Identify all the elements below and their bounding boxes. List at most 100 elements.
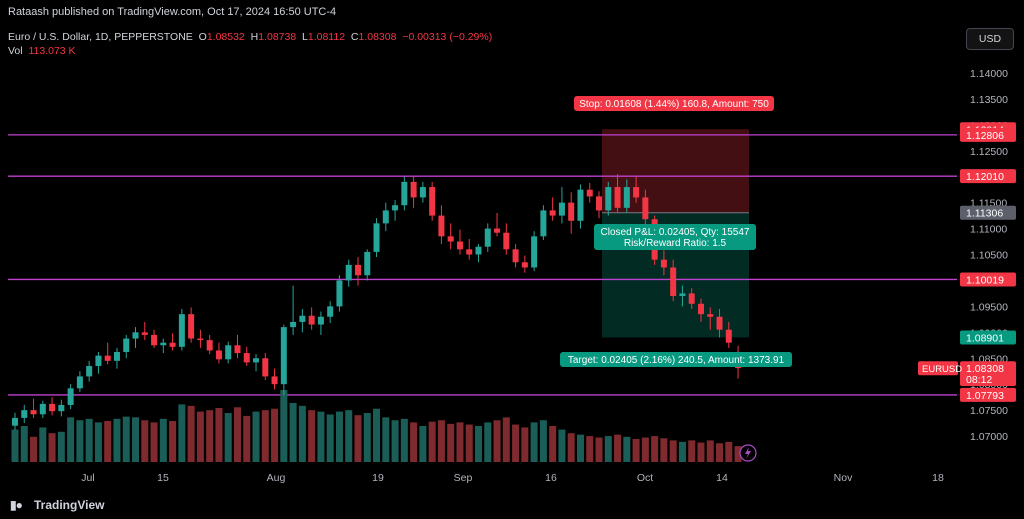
lightning-icon	[745, 447, 751, 459]
candle-body	[438, 215, 445, 237]
volume-bar	[280, 390, 288, 462]
price-tag-bg	[960, 330, 1016, 345]
footer: ▮● TradingView	[0, 491, 1024, 519]
volume-bar	[243, 415, 251, 462]
volume-bar	[373, 408, 381, 462]
volume-bar	[159, 418, 167, 462]
candle-body	[271, 376, 278, 385]
top-bar: Rataash published on TradingView.com, Oc…	[0, 0, 1024, 24]
volume-bar	[261, 410, 269, 462]
volume-bar	[400, 418, 408, 462]
x-tick-label: 16	[545, 472, 557, 484]
candle-body	[197, 338, 204, 341]
volume-bar	[549, 426, 557, 462]
volume-bar	[271, 408, 279, 462]
currency-button[interactable]: USD	[966, 28, 1014, 50]
price-chart[interactable]: 1.140001.135001.130001.125001.120001.115…	[0, 0, 1024, 491]
candle-body	[169, 342, 176, 347]
symbol-name[interactable]: Euro / U.S. Dollar, 1D, PEPPERSTONE	[8, 31, 193, 43]
volume-bar	[586, 436, 594, 462]
x-tick-label: 18	[932, 472, 944, 484]
volume-bar	[196, 411, 204, 462]
y-tick-label: 1.11000	[970, 224, 1007, 236]
candle-body	[58, 404, 65, 412]
candle-body	[642, 197, 649, 220]
candle-body	[429, 187, 436, 216]
volume-bar	[345, 410, 353, 462]
low-label: L	[302, 31, 308, 43]
price-tag-bg	[960, 127, 1016, 142]
candle-body	[243, 353, 250, 363]
volume-bar	[558, 429, 566, 462]
candle-body	[290, 321, 297, 328]
candle-body	[308, 315, 315, 325]
volume-bar	[335, 411, 343, 462]
volume-bar	[206, 410, 214, 462]
volume-bar	[11, 429, 19, 462]
candle-body	[132, 332, 139, 339]
candles	[12, 174, 742, 430]
volume-bar	[391, 420, 399, 462]
volume-bar	[493, 420, 501, 462]
volume-bar	[697, 442, 705, 462]
candle-body	[39, 403, 46, 415]
candle-body	[76, 376, 83, 389]
candle-body	[670, 267, 677, 296]
price-tag-text: 1.07793	[966, 390, 1004, 402]
volume-bar	[437, 420, 445, 462]
target-label: Target: 0.02405 (2.16%) 240.5, Amount: 1…	[560, 352, 792, 367]
tradingview-logo[interactable]: ▮● TradingView	[10, 498, 104, 512]
candle-body	[697, 303, 704, 315]
publisher-info: Rataash published on TradingView.com, Oc…	[8, 6, 337, 18]
closed-pl-label: Closed P&L: 0.02405, Qty: 15547Risk/Rewa…	[594, 224, 756, 250]
candle-body	[503, 232, 510, 250]
position-labels: Stop: 0.01608 (1.44%) 160.8, Amount: 750…	[560, 96, 792, 367]
volume-bar	[475, 426, 482, 462]
candle-body	[540, 210, 547, 237]
y-tick-label: 1.07000	[970, 431, 1008, 443]
volume-bar	[169, 420, 177, 462]
stop-label-bg	[574, 96, 774, 111]
candle-body	[614, 187, 621, 208]
y-tick-label: 1.12500	[970, 146, 1008, 158]
candle-body	[586, 189, 593, 197]
candle-body	[95, 355, 102, 367]
candle-body	[86, 366, 93, 377]
volume-bar	[651, 436, 659, 462]
candle-body	[558, 202, 565, 216]
y-tick-label: 1.10500	[970, 250, 1008, 262]
open-label: O	[198, 31, 207, 43]
x-tick-label: Jul	[81, 472, 94, 484]
candle-body	[262, 358, 269, 377]
price-tag-text: 1.11306	[966, 208, 1003, 220]
volume-bar	[567, 433, 575, 462]
volume-bar	[595, 437, 603, 462]
candle-body	[21, 410, 28, 418]
volume-bar	[512, 424, 520, 462]
volume-bar	[354, 415, 362, 462]
volume-label[interactable]: Vol	[8, 45, 23, 57]
closed-pl-label-text: Closed P&L: 0.02405, Qty: 15547	[601, 227, 750, 238]
volume-bar	[734, 446, 742, 462]
candle-body	[373, 223, 380, 252]
volume-bar	[132, 417, 140, 462]
candle-body	[605, 187, 612, 211]
volume-bar	[289, 402, 297, 462]
price-tag-text: 1.12806	[966, 130, 1004, 142]
candle-body	[354, 264, 361, 276]
volume-bar	[141, 420, 149, 462]
x-tick-label: Oct	[637, 472, 653, 484]
price-tag-bg	[960, 169, 1016, 184]
volume-bar	[725, 441, 733, 462]
volume-bar	[410, 422, 418, 462]
ohlc-row: Euro / U.S. Dollar, 1D, PEPPERSTONE O1.0…	[8, 30, 492, 44]
volume-bar	[716, 443, 724, 462]
candle-body	[188, 314, 195, 339]
candle-body	[419, 187, 426, 198]
candle-body	[494, 228, 501, 233]
volume-bar	[530, 422, 538, 462]
volume-bar	[419, 426, 427, 462]
candle-body	[484, 228, 491, 247]
volume-bar	[604, 436, 612, 462]
volume-bar	[669, 440, 677, 462]
